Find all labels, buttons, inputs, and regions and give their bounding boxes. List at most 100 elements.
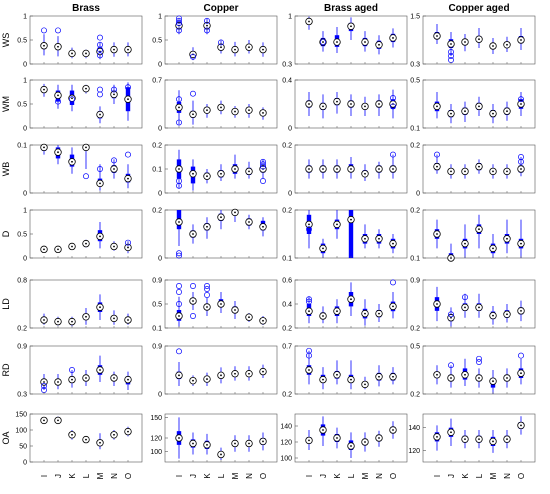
box-i [433,92,441,119]
box-o [389,151,397,179]
box-k [461,164,469,179]
y-tick-label: 0 [23,62,27,69]
median-dot [520,103,522,105]
panel-rd-3: 0.2 0.7 [282,344,408,399]
median-dot [520,242,522,245]
y-tick-label: 0 [288,126,292,133]
median-dot [378,437,380,439]
box-m [361,376,369,390]
median-dot [478,377,480,379]
outlier-point [190,313,196,319]
outlier-point [176,283,182,289]
median-dot [192,300,194,302]
box-j [447,307,455,327]
y-tick-label: 0.9 [17,344,27,351]
y-tick-label: 1 [288,14,292,21]
outlier-point [476,355,482,362]
box-i [175,348,183,386]
box-i [433,425,441,451]
box-k [68,316,76,327]
median-dot [85,242,87,245]
median-dot [178,168,180,170]
x-category-label: O [517,473,526,479]
median-dot [206,175,208,178]
box-i [305,16,313,30]
box-o [389,28,397,48]
median-dot [478,306,480,309]
box-n [110,42,118,57]
median-dot [350,25,352,28]
y-tick-label: 0 [158,62,162,69]
outlier-point [176,301,182,307]
median-dot [71,378,73,381]
box-l [82,49,90,59]
box-l [347,94,355,116]
box-k [333,92,341,114]
median-dot [436,373,438,376]
box-j [319,306,327,324]
box-m [361,31,369,52]
y-tick-label: 0.1 [152,326,162,333]
outlier-point [476,359,482,365]
y-tick-label: 1 [23,208,27,215]
box-o [389,89,397,119]
box-k [203,283,211,316]
box-l [475,430,483,449]
y-tick-label: 0 [23,256,27,263]
median-dot [520,372,522,375]
outlier-point [176,178,182,184]
box-o [517,92,525,116]
outlier-point [260,161,266,168]
median-dot [206,225,208,228]
y-tick-label: 0.5 [410,344,420,351]
median-dot [464,110,466,113]
box-m [96,294,104,320]
median-dot [57,248,59,251]
y-tick-label: 0.2 [282,392,292,399]
box-k [461,101,469,122]
median-dot [57,94,59,97]
median-dot [192,113,194,116]
box-n [245,104,253,118]
median-dot [43,146,45,149]
panel-ws-3: 0.31 [282,14,408,69]
outlier-point [518,154,524,160]
box-k [203,217,211,239]
x-category-label: L [347,473,356,478]
median-dot [127,246,129,249]
box-o [124,82,132,121]
x-category-label: N [503,473,512,479]
box-m [361,164,369,181]
outlier-point [204,17,210,24]
y-tick-label: 0.2 [152,143,162,150]
y-tick-label: 1 [158,14,162,21]
median-dot [436,435,438,438]
outlier-point [306,226,312,233]
outlier-point [125,84,131,91]
panel-wm-2: 00.7 [152,78,278,133]
median-dot [234,211,236,214]
box-n [375,94,383,116]
panel-d-4: 0.1 0.2 [410,208,536,263]
box-o [517,416,525,435]
outlier-point [448,49,454,55]
box-k [461,224,469,258]
box-l [347,210,355,258]
outlier-point [97,86,103,93]
y-tick-label: 100 [280,456,292,463]
outlier-point [306,298,312,305]
outlier-point [518,96,524,103]
x-category-label: N [375,473,384,479]
outlier-point [55,98,61,105]
box-l [82,239,90,248]
box-i [40,416,48,425]
y-tick-label: 0 [23,191,27,198]
box-l [475,28,483,48]
median-dot [192,172,194,175]
y-tick-label: 0 [158,256,162,263]
median-dot [113,317,115,320]
box-m [361,224,369,249]
box-n [375,35,383,55]
box-k [333,26,341,54]
median-dot [57,45,59,48]
